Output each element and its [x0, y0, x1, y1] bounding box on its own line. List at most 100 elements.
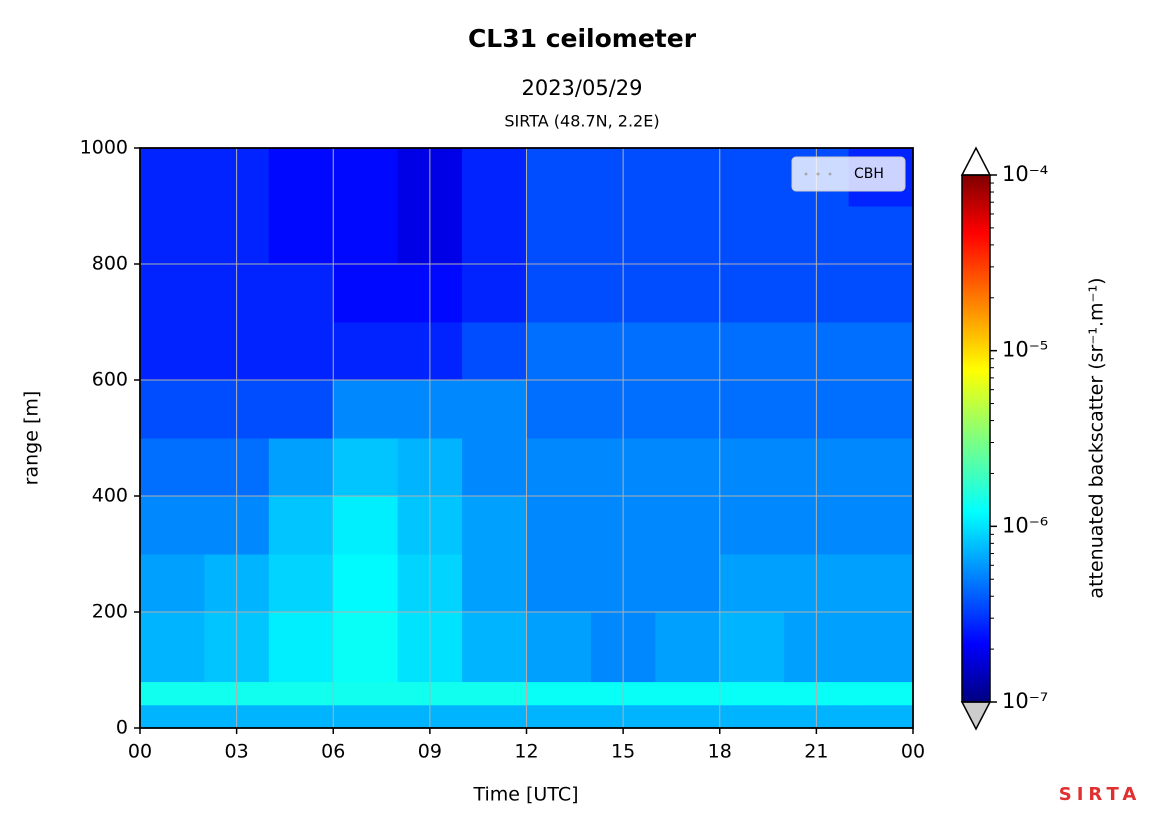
- heatmap-cell: [526, 554, 592, 613]
- heatmap-cell: [655, 322, 721, 381]
- heatmap-cell: [655, 554, 721, 613]
- heatmap-cell: [333, 264, 399, 323]
- location: SIRTA (48.7N, 2.2E): [504, 112, 659, 131]
- heatmap-cell: [140, 681, 205, 706]
- heatmap-cell: [268, 322, 334, 381]
- heatmap-cell: [268, 264, 334, 323]
- heatmap-cell: [848, 496, 914, 555]
- heatmap-cell: [268, 554, 334, 613]
- heatmap-cell: [719, 322, 785, 381]
- heatmap-cell: [333, 322, 399, 381]
- colorbar-tick-label: 10⁻⁷: [1002, 689, 1048, 713]
- heatmap-cell: [333, 496, 399, 555]
- heatmap-cell: [333, 704, 399, 729]
- x-tick-label: 06: [321, 741, 345, 763]
- heatmap-cell: [655, 704, 721, 729]
- heatmap-cell: [140, 322, 205, 381]
- heatmap-cell: [848, 612, 914, 683]
- heatmap-cell: [719, 681, 785, 706]
- x-tick-label: 12: [514, 741, 538, 763]
- heatmap-cell: [268, 704, 334, 729]
- heatmap-cell: [268, 496, 334, 555]
- legend-marker: [816, 172, 820, 176]
- colorbar-tick-label: 10⁻⁵: [1002, 338, 1048, 362]
- heatmap-cell: [719, 206, 785, 265]
- heatmap-cell: [462, 264, 527, 323]
- heatmap-cell: [268, 438, 334, 497]
- colorbar-extend-min: [960, 701, 992, 731]
- heatmap-cell: [140, 438, 205, 497]
- heatmap-cell: [848, 554, 914, 613]
- heatmap-cell: [655, 380, 721, 439]
- plot-frame: [139, 147, 914, 729]
- heatmap-cell: [719, 704, 785, 729]
- heatmap-cell: [719, 496, 785, 555]
- colorbar-label: attenuated backscatter (sr⁻¹.m⁻¹): [1086, 277, 1108, 598]
- heatmap-cell: [462, 438, 527, 497]
- heatmap-cell: [462, 612, 527, 683]
- x-tick-label: 00: [901, 741, 925, 763]
- logo: SIRTA: [1059, 784, 1142, 805]
- colorbar-tick-label: 10⁻⁴: [1002, 162, 1048, 186]
- colorbar: [962, 175, 990, 702]
- heatmap-cell: [140, 206, 205, 265]
- heatmap-cell: [719, 554, 785, 613]
- heatmap-cell: [526, 206, 592, 265]
- heatmap-cell: [526, 264, 592, 323]
- heatmap-cell: [333, 438, 399, 497]
- legend: [791, 156, 906, 192]
- heatmap-cell: [140, 612, 205, 683]
- heatmap-cell: [848, 206, 914, 265]
- heatmap-cell: [333, 681, 399, 706]
- heatmap-cell: [719, 380, 785, 439]
- heatmap-cell: [268, 206, 334, 265]
- heatmap-cell: [848, 264, 914, 323]
- heatmap-cell: [140, 554, 205, 613]
- heatmap-cell: [462, 206, 527, 265]
- heatmap-cell: [462, 322, 527, 381]
- chart-title: CL31 ceilometer: [468, 24, 697, 53]
- y-tick-label: 1000: [80, 137, 128, 159]
- heatmap-cell: [333, 148, 399, 207]
- heatmap-cell: [462, 704, 527, 729]
- heatmap-cell: [848, 704, 914, 729]
- heatmap-cell: [655, 206, 721, 265]
- heatmap-cell: [140, 264, 205, 323]
- heatmap-cell: [462, 380, 527, 439]
- heatmap-cell: [333, 206, 399, 265]
- heatmap-cell: [655, 438, 721, 497]
- heatmap-cell: [719, 612, 785, 683]
- heatmap-cell: [333, 612, 399, 683]
- heatmap-cell: [655, 148, 721, 207]
- x-axis-label: Time [UTC]: [472, 784, 578, 806]
- legend-marker: [828, 172, 832, 176]
- heatmap-cell: [526, 438, 592, 497]
- heatmap-cell: [462, 148, 527, 207]
- x-tick-label: 03: [225, 741, 249, 763]
- x-tick-label: 18: [708, 741, 732, 763]
- heatmap-cell: [526, 496, 592, 555]
- legend-label: CBH: [854, 166, 884, 182]
- heatmap-cell: [848, 438, 914, 497]
- heatmap-cell: [848, 322, 914, 381]
- heatmap-cell: [848, 380, 914, 439]
- x-tick-label: 00: [128, 741, 152, 763]
- heatmap-cell: [140, 380, 205, 439]
- heatmap-cell: [268, 612, 334, 683]
- heatmap-cell: [526, 148, 592, 207]
- y-tick-label: 200: [92, 601, 128, 623]
- heatmap-cell: [268, 681, 334, 706]
- y-tick-label: 800: [92, 253, 128, 275]
- heatmap-cell: [268, 380, 334, 439]
- heatmap-cell: [462, 681, 527, 706]
- colorbar-frame: [961, 174, 991, 703]
- heatmap-cell: [140, 148, 205, 207]
- heatmap-cell: [719, 148, 785, 207]
- colorbar-tick-label: 10⁻⁶: [1002, 513, 1048, 537]
- heatmap-cell: [655, 496, 721, 555]
- heatmap-cell: [268, 148, 334, 207]
- heatmap-cell: [526, 380, 592, 439]
- legend-marker: [804, 172, 808, 176]
- y-tick-label: 0: [116, 717, 128, 739]
